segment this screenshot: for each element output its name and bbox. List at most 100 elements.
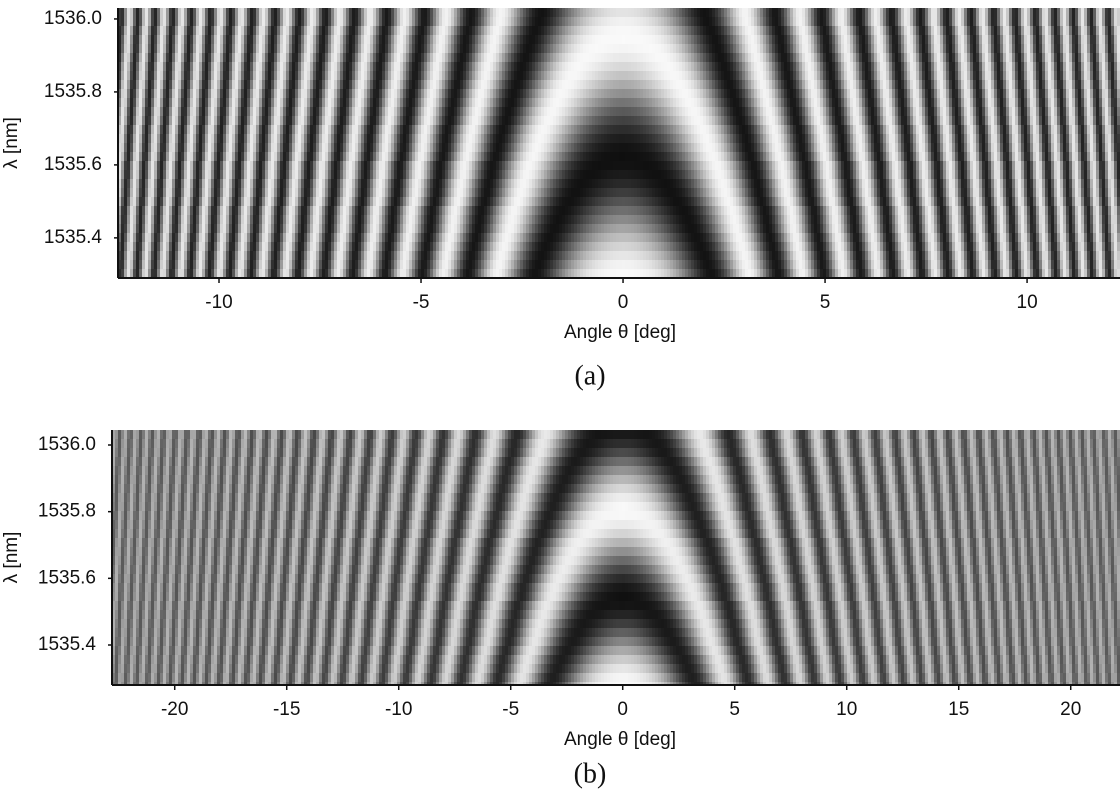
fringe-pixel <box>610 89 614 99</box>
fringe-pixel <box>1066 116 1070 126</box>
fringe-pixel <box>496 44 500 54</box>
fringe-pixel <box>346 80 350 90</box>
fringe-pixel <box>778 17 782 27</box>
fringe-pixel <box>811 80 815 90</box>
fringe-pixel <box>784 8 788 18</box>
fringe-pixel <box>379 134 383 144</box>
fringe-pixel <box>250 80 254 90</box>
fringe-pixel <box>1042 107 1046 117</box>
fringe-pixel <box>628 35 632 45</box>
fringe-pixel <box>262 44 266 54</box>
fringe-pixel <box>586 71 590 81</box>
fringe-pixel <box>505 53 509 63</box>
fringe-pixel <box>703 17 707 27</box>
fringe-pixel <box>835 53 839 63</box>
fringe-pixel <box>610 8 614 18</box>
fringe-pixel <box>655 44 659 54</box>
fringe-pixel <box>154 8 158 18</box>
fringe-pixel <box>1078 17 1082 27</box>
fringe-pixel <box>391 53 395 63</box>
fringe-pixel <box>472 26 476 36</box>
fringe-pixel <box>283 53 287 63</box>
fringe-pixel <box>610 53 614 63</box>
fringe-pixel <box>709 26 713 36</box>
fringe-pixel <box>259 125 263 135</box>
fringe-pixel <box>334 98 338 108</box>
fringe-pixel <box>883 17 887 27</box>
fringe-pixel <box>520 71 524 81</box>
fringe-pixel <box>907 53 911 63</box>
fringe-pixel <box>703 62 707 72</box>
fringe-pixel <box>574 53 578 63</box>
fringe-pixel <box>772 98 776 108</box>
fringe-pixel <box>916 80 920 90</box>
fringe-pixel <box>1060 89 1064 99</box>
fringe-pixel <box>436 107 440 117</box>
fringe-pixel <box>790 8 794 18</box>
fringe-pixel <box>172 8 176 18</box>
fringe-pixel <box>913 80 917 90</box>
fringe-pixel <box>439 116 443 126</box>
fringe-pixel <box>424 17 428 27</box>
fringe-pixel <box>496 71 500 81</box>
fringe-pixel <box>343 44 347 54</box>
fringe-pixel <box>868 134 872 144</box>
fringe-pixel <box>439 134 443 144</box>
fringe-pixel <box>661 107 665 117</box>
fringe-pixel <box>136 116 140 126</box>
fringe-pixel <box>1069 17 1073 27</box>
fringe-pixel <box>634 89 638 99</box>
fringe-pixel <box>532 125 536 135</box>
fringe-pixel <box>679 62 683 72</box>
fringe-pixel <box>547 125 551 135</box>
fringe-pixel <box>709 125 713 135</box>
fringe-pixel <box>946 116 950 126</box>
fringe-pixel <box>736 89 740 99</box>
fringe-pixel <box>583 53 587 63</box>
fringe-pixel <box>385 8 389 18</box>
fringe-pixel <box>805 125 809 135</box>
fringe-pixel <box>799 17 803 27</box>
fringe-pixel <box>265 125 269 135</box>
fringe-pixel <box>541 35 545 45</box>
fringe-pixel <box>394 44 398 54</box>
fringe-pixel <box>337 125 341 135</box>
fringe-pixel <box>736 53 740 63</box>
fringe-pixel <box>907 89 911 99</box>
fringe-pixel <box>517 62 521 72</box>
fringe-pixel <box>448 80 452 90</box>
fringe-pixel <box>151 44 155 54</box>
fringe-pixel <box>295 89 299 99</box>
fringe-pixel <box>664 53 668 63</box>
fringe-pixel <box>238 134 242 144</box>
fringe-pixel <box>937 35 941 45</box>
fringe-pixel <box>253 35 257 45</box>
fringe-pixel <box>352 35 356 45</box>
fringe-pixel <box>136 107 140 117</box>
fringe-pixel <box>907 107 911 117</box>
fringe-pixel <box>829 17 833 27</box>
fringe-pixel <box>364 53 368 63</box>
fringe-pixel <box>619 17 623 27</box>
fringe-pixel <box>163 107 167 117</box>
fringe-pixel <box>1063 35 1067 45</box>
fringe-pixel <box>1051 53 1055 63</box>
fringe-pixel <box>586 98 590 108</box>
fringe-pixel <box>148 71 152 81</box>
fringe-pixel <box>691 98 695 108</box>
fringe-pixel <box>772 89 776 99</box>
fringe-pixel <box>376 125 380 135</box>
fringe-pixel <box>958 107 962 117</box>
fringe-pixel <box>883 44 887 54</box>
fringe-pixel <box>922 116 926 126</box>
fringe-pixel <box>322 62 326 72</box>
fringe-pixel <box>769 35 773 45</box>
fringe-pixel <box>1051 134 1055 144</box>
fringe-pixel <box>865 53 869 63</box>
fringe-pixel <box>451 107 455 117</box>
fringe-pixel <box>430 26 434 36</box>
fringe-pixel <box>220 17 224 27</box>
fringe-pixel <box>598 35 602 45</box>
fringe-pixel <box>424 8 428 18</box>
fringe-pixel <box>622 8 626 18</box>
